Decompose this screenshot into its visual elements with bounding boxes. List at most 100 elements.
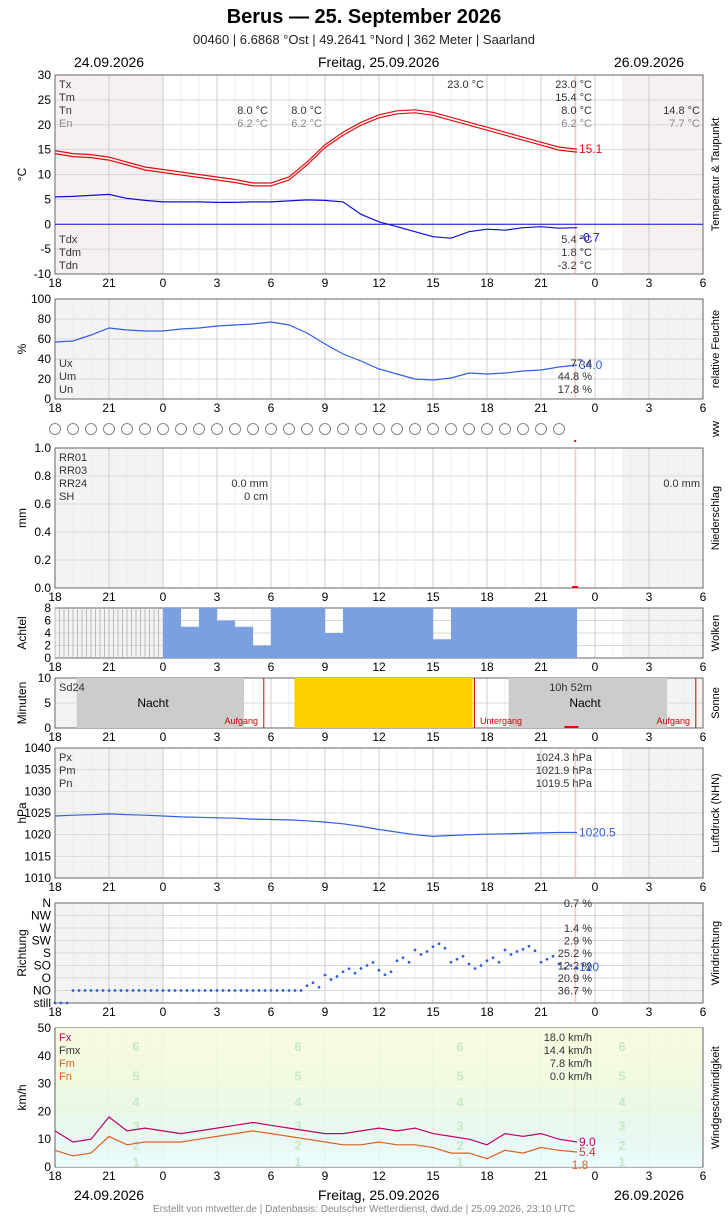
sunshine-side-label: Sonne — [710, 687, 722, 719]
cloud-bar — [374, 608, 379, 658]
ww-symbol — [391, 423, 403, 435]
beaufort-number: 4 — [294, 1095, 302, 1110]
direction-xtick-label: 21 — [534, 1005, 548, 1019]
pressure-ytick-label: 1030 — [24, 784, 51, 798]
direction-point — [551, 954, 555, 958]
temperature-xtick-label: 0 — [160, 276, 167, 290]
direction-point — [179, 989, 183, 992]
sunshine-xtick-label: 0 — [592, 730, 599, 744]
cloud-bar — [536, 608, 541, 658]
direction-xtick-label: 3 — [214, 1005, 221, 1019]
direction-point — [461, 954, 465, 958]
direction-point — [149, 989, 153, 992]
pressure-xtick-label: 21 — [534, 880, 548, 894]
direction-point — [581, 963, 585, 967]
wind-stat-value: 7.8 km/h — [550, 1058, 592, 1070]
direction-point — [155, 989, 159, 992]
wind-ylabel: km/h — [15, 1084, 29, 1110]
ww-symbol — [427, 423, 439, 435]
ww-symbol — [481, 423, 493, 435]
ww-symbol — [211, 423, 223, 435]
cloud-bar — [388, 608, 393, 658]
precipitation-ytick-label: 0.2 — [34, 553, 51, 567]
sunshine-ytick-label: 10 — [38, 671, 52, 685]
beaufort-number: 5 — [618, 1068, 625, 1083]
cloud-bar — [320, 608, 325, 658]
direction-stat-value: 1.4 % — [564, 923, 592, 935]
direction-xtick-label: 21 — [102, 1005, 116, 1019]
beaufort-band — [56, 1153, 702, 1167]
ww-symbol — [229, 423, 241, 435]
temperature-ytick-label: 0 — [44, 217, 51, 231]
cloud-bar — [203, 608, 208, 658]
precip-right-value: 0.0 mm — [663, 478, 700, 490]
direction-point — [515, 950, 519, 953]
precipitation-side-label: Niederschlag — [710, 486, 722, 550]
beaufort-number: 6 — [456, 1039, 463, 1054]
cloud-bar — [572, 608, 577, 658]
dew-current-label: -0.7 — [579, 231, 600, 245]
beaufort-number: 2 — [618, 1138, 625, 1153]
sunshine-ytick-label: 0 — [44, 721, 51, 735]
humidity-xtick-label: 12 — [372, 401, 386, 415]
clouds-xtick-label: 12 — [372, 660, 386, 674]
temp-stat-value: 14.8 °C — [663, 105, 700, 117]
ww-symbol — [157, 423, 169, 435]
humidity-xtick-label: 21 — [534, 401, 548, 415]
ww-symbol — [265, 423, 277, 435]
sunshine-xtick-label: 0 — [160, 730, 167, 744]
direction-point — [323, 973, 327, 977]
sunshine-xtick-label: 15 — [426, 730, 440, 744]
cloud-bar — [280, 608, 285, 658]
ww-symbol — [85, 423, 97, 435]
direction-point — [71, 989, 75, 992]
ww-symbol — [373, 423, 385, 435]
direction-point — [401, 956, 405, 960]
direction-xtick-label: 0 — [160, 1005, 167, 1019]
cloud-bar — [289, 608, 294, 658]
ww-symbol — [103, 423, 115, 435]
beaufort-band — [56, 1114, 702, 1137]
sunshine-xtick-label: 6 — [268, 730, 275, 744]
wind-ytick-label: 40 — [38, 1049, 52, 1063]
cloud-bar — [451, 608, 456, 658]
wind-ytick-label: 0 — [44, 1160, 51, 1174]
temp-stat-label: En — [59, 118, 72, 130]
pressure-xtick-label: 3 — [214, 880, 221, 894]
pressure-xtick-label: 3 — [646, 880, 653, 894]
direction-point — [95, 989, 99, 992]
cloud-bar — [325, 633, 330, 658]
sunrise-label-2: Aufgang — [656, 716, 690, 726]
direction-point — [533, 949, 537, 953]
precipitation-ylabel: mm — [15, 508, 29, 528]
beaufort-number: 1 — [456, 1154, 463, 1169]
pressure-frame — [54, 747, 704, 879]
humidity-ylabel: % — [15, 343, 29, 354]
ww-symbol — [553, 423, 565, 435]
temp-stat-label: Tn — [59, 105, 72, 117]
clouds-ylabel: Achtel — [15, 616, 29, 649]
cloud-bar — [253, 645, 258, 658]
ww-side-label: ww — [710, 421, 722, 438]
temperature-xtick-label: 9 — [322, 276, 329, 290]
pressure-stat-value: 1019.5 hPa — [536, 778, 593, 790]
direction-point — [575, 966, 579, 970]
humidity-xtick-label: 18 — [480, 401, 494, 415]
direction-point — [269, 989, 273, 992]
wind-ytick-label: 10 — [38, 1132, 52, 1146]
beaufort-band — [56, 1089, 702, 1115]
direction-point — [365, 964, 369, 967]
wind-stat-label: Fn — [59, 1071, 72, 1083]
temperature-ytick-label: 5 — [44, 192, 51, 206]
ww-symbol — [301, 423, 313, 435]
direction-xtick-label: 6 — [268, 1005, 275, 1019]
cloud-bar — [244, 626, 249, 658]
direction-xtick-label: 9 — [322, 1005, 329, 1019]
dew-stat-label: Tdn — [59, 260, 78, 272]
pressure-xtick-label: 15 — [426, 880, 440, 894]
cloud-bar — [550, 608, 555, 658]
cloud-bar — [554, 608, 559, 658]
cloud-bar — [194, 626, 199, 658]
direction-point — [329, 978, 333, 981]
